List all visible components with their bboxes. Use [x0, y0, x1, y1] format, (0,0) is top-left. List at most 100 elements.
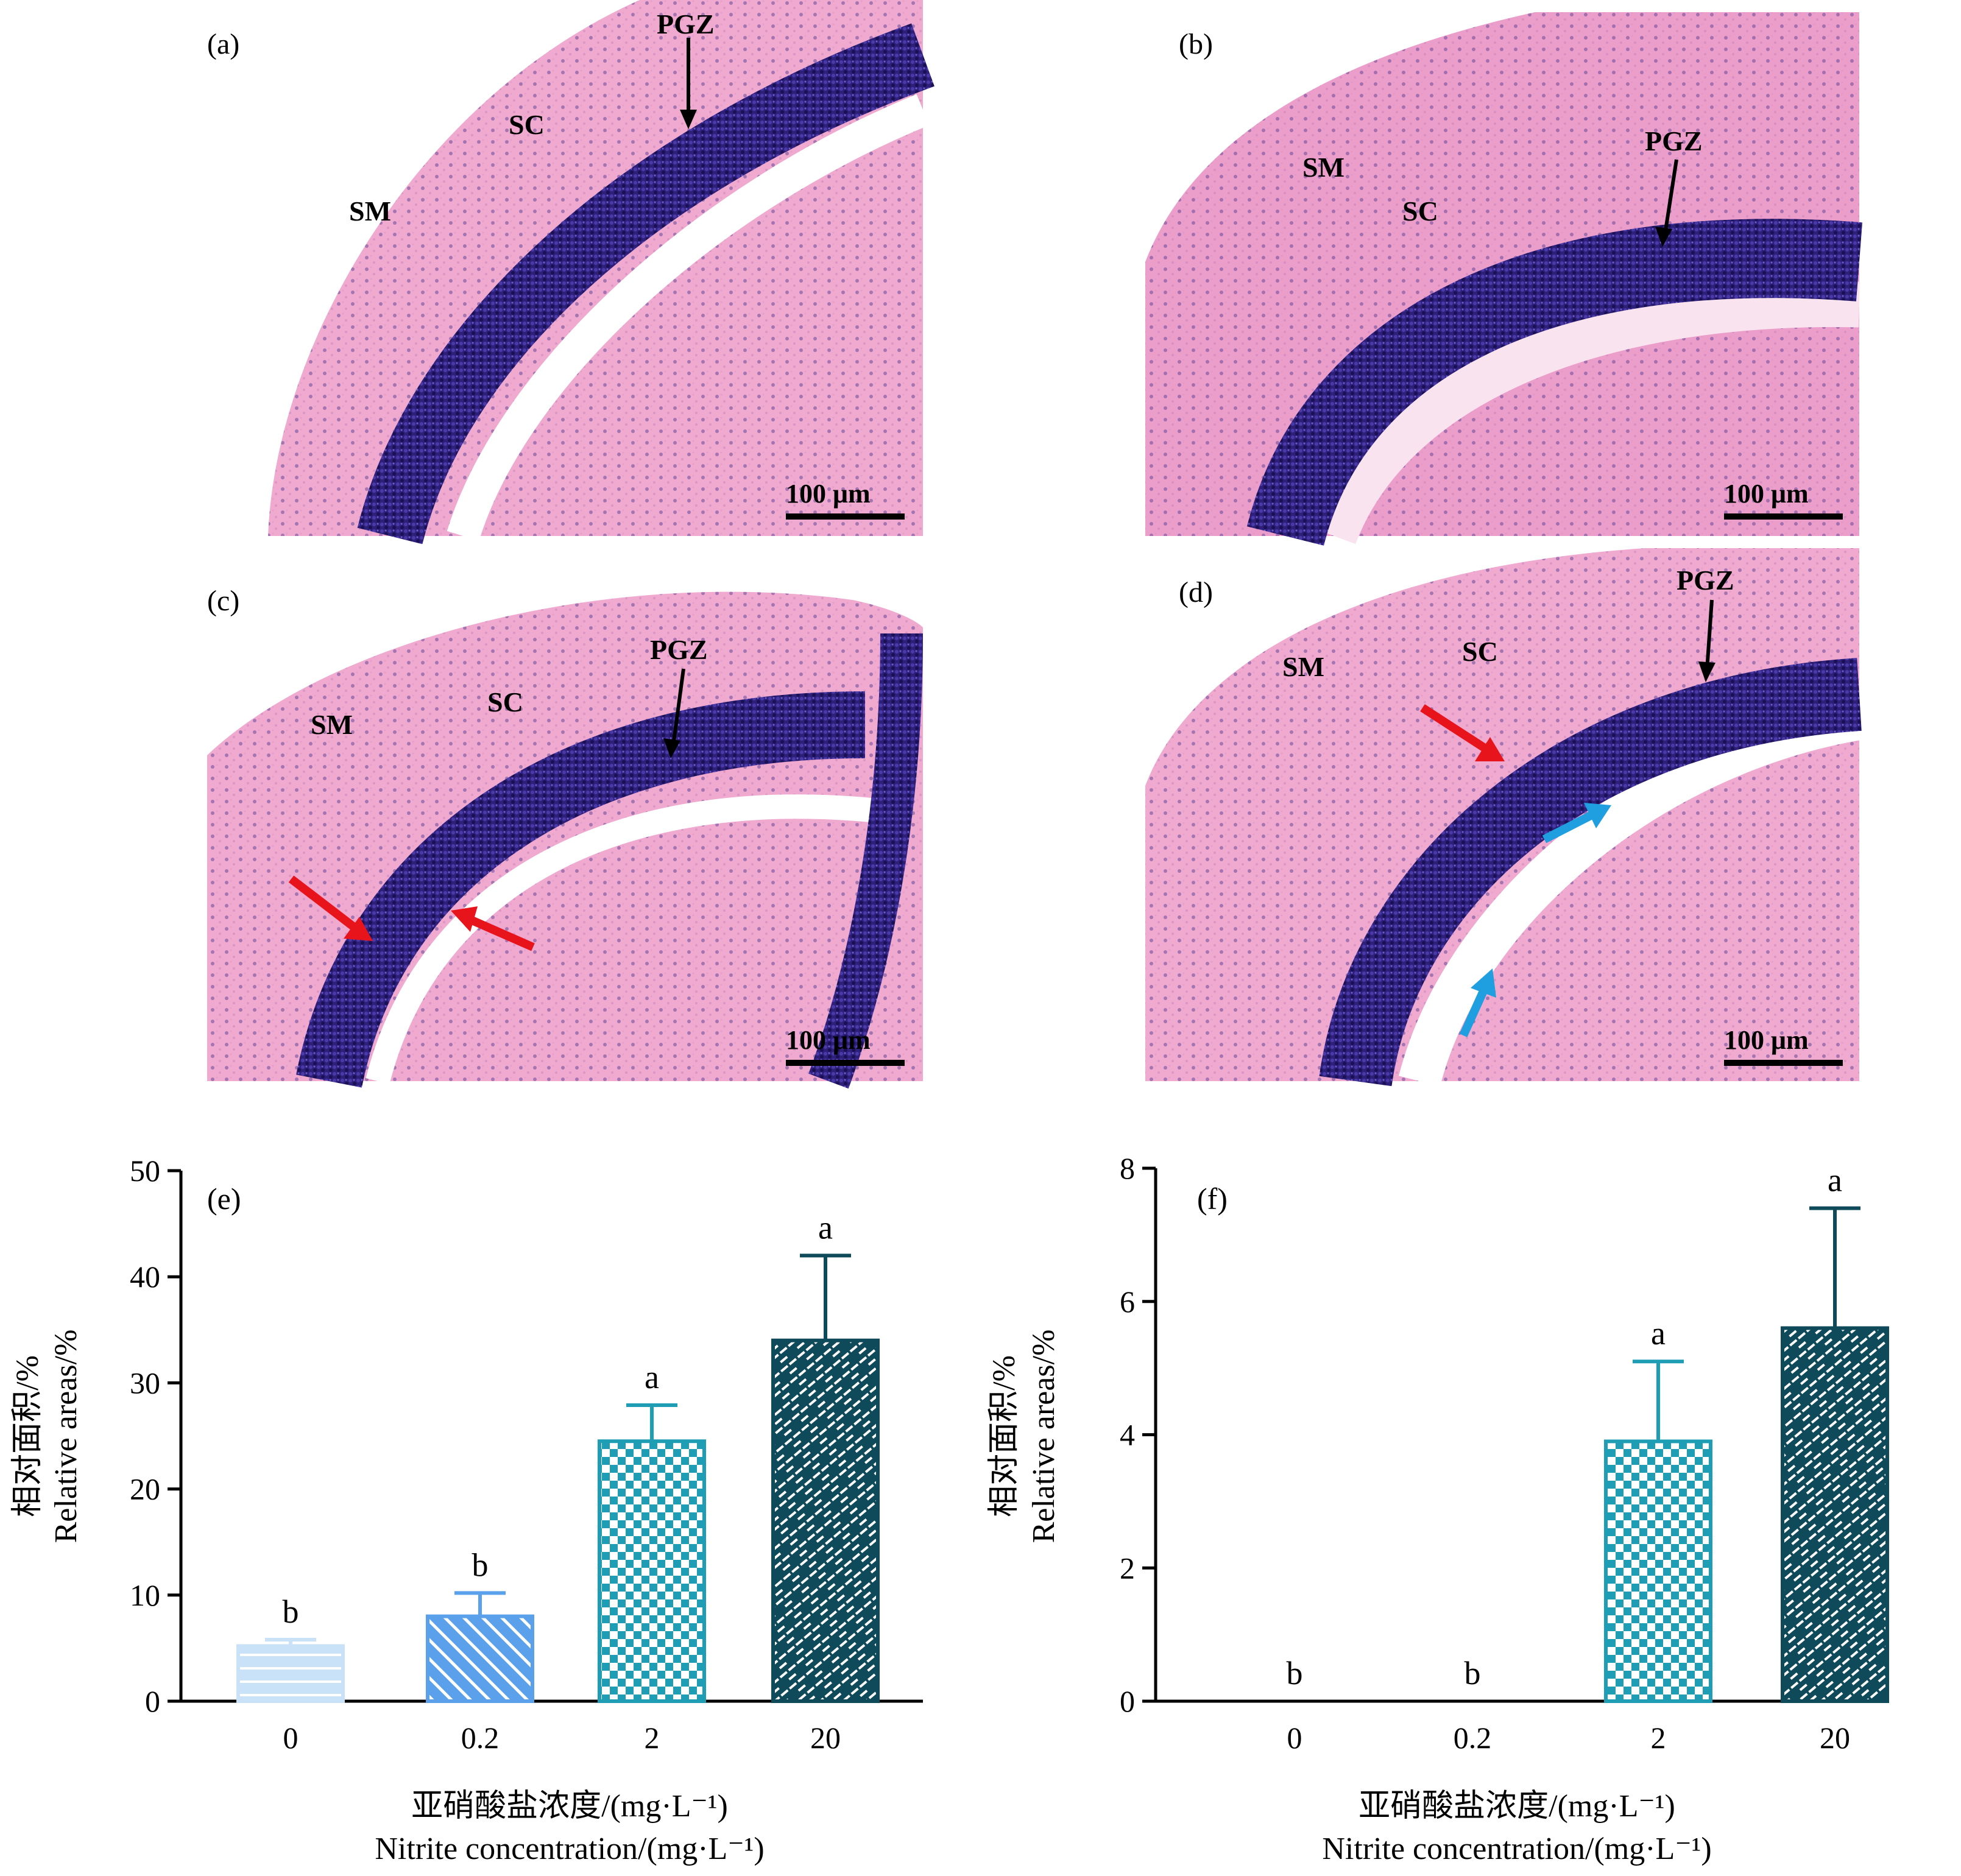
sc-label: SC	[1462, 636, 1498, 667]
x-tick-label: 0.2	[1454, 1721, 1492, 1755]
bar	[236, 1644, 345, 1704]
pgz-label: PGZ	[657, 9, 715, 40]
pgz-arrow-head	[1698, 661, 1715, 682]
x-tick-label: 0.2	[461, 1721, 500, 1755]
bar-chart-f: (f) 0 2 4 6 8 0 0.2 2 20 b b a a 相对面积/% Relative a…	[987, 1151, 1889, 1866]
bar	[598, 1439, 706, 1703]
scale-bar	[786, 513, 905, 520]
y-axis-label-cn: 相对面积/%	[987, 1355, 1022, 1517]
significance-letter: a	[1828, 1162, 1842, 1199]
micrograph-panel-a: (a) PGZ SC SM 100 μm	[207, 0, 935, 545]
scale-bar-label: 100 μm	[786, 1025, 871, 1055]
y-ticks: 0 2 4 6 8	[1120, 1151, 1156, 1718]
bar	[426, 1614, 534, 1703]
red-arrow	[288, 875, 359, 933]
y-tick-label: 0	[145, 1684, 160, 1718]
y-tick-label: 4	[1120, 1418, 1135, 1452]
blue-arrow-head	[1471, 968, 1496, 998]
red-arrow	[466, 914, 535, 951]
scale-bar-label: 100 μm	[1724, 1025, 1809, 1055]
y-tick-label: 6	[1120, 1285, 1135, 1319]
x-tick-labels: 0 0.2 2 20	[283, 1721, 841, 1755]
micrograph-panel-d: (d) PGZ SC SM 100 μm	[1145, 548, 1863, 1087]
significance-letter: b	[283, 1593, 299, 1630]
bar	[1781, 1326, 1889, 1703]
pgz-label: PGZ	[1677, 565, 1734, 596]
y-tick-label: 10	[130, 1578, 160, 1612]
x-tick-label: 20	[1820, 1721, 1850, 1755]
bar	[771, 1338, 880, 1703]
scale-bar	[786, 1060, 905, 1066]
scale-bar	[1724, 1060, 1843, 1066]
tissue-texture	[207, 591, 923, 1081]
scale-bar-label: 100 μm	[1724, 479, 1809, 509]
lumen	[447, 94, 930, 541]
lumen	[1312, 281, 1860, 545]
sm-label: SM	[1282, 651, 1324, 682]
pgz-arrow-head	[680, 110, 697, 129]
pgz-arrow-head	[663, 738, 680, 758]
y-tick-label: 20	[130, 1472, 160, 1506]
panel-letter: (d)	[1179, 576, 1213, 608]
x-tick-label: 2	[1651, 1721, 1666, 1755]
periventricular-gray-zone	[1246, 219, 1863, 546]
blue-arrow	[1542, 810, 1595, 844]
x-tick-labels: 0 0.2 2 20	[1287, 1721, 1851, 1755]
pgz-label: PGZ	[650, 634, 708, 665]
blue-arrow	[1459, 988, 1488, 1037]
periventricular-gray-zone	[296, 691, 866, 1088]
significance-letter: b	[1465, 1655, 1481, 1691]
y-tick-label: 0	[1120, 1684, 1135, 1718]
pgz-arrow-head	[1655, 227, 1672, 247]
significance-letter: a	[645, 1359, 659, 1395]
red-arrow-head	[344, 917, 373, 941]
x-axis-label-cn: 亚硝酸盐浓度/(mg·L⁻¹)	[1359, 1789, 1675, 1824]
chart-panel-label: (e)	[207, 1182, 241, 1216]
panel-letter: (c)	[207, 585, 239, 617]
y-axis-label-en: Relative areas/%	[1026, 1330, 1061, 1543]
x-tick-label: 20	[810, 1721, 841, 1755]
y-tick-label: 30	[130, 1366, 160, 1400]
sc-label: SC	[509, 109, 545, 140]
x-axis-label-cn: 亚硝酸盐浓度/(mg·L⁻¹)	[411, 1789, 728, 1824]
sc-label: SC	[487, 686, 523, 718]
y-tick-label: 2	[1120, 1551, 1135, 1585]
x-tick-label: 0	[283, 1721, 299, 1755]
scale-bar	[1724, 513, 1843, 520]
x-tick-label: 0	[1287, 1721, 1302, 1755]
y-axis-label-en: Relative areas/%	[49, 1330, 83, 1543]
x-tick-label: 2	[645, 1721, 660, 1755]
y-tick-label: 8	[1120, 1151, 1135, 1185]
sc-label: SC	[1402, 196, 1438, 227]
micrograph-panel-b: (b) PGZ SC SM 100 μm	[1145, 12, 1863, 546]
significance-letter: b	[1287, 1655, 1303, 1691]
pgz-label: PGZ	[1645, 125, 1703, 157]
panel-letter: (b)	[1179, 28, 1213, 60]
red-arrow-head	[1475, 737, 1505, 761]
y-tick-label: 40	[130, 1260, 160, 1294]
y-axis-label-cn: 相对面积/%	[10, 1355, 45, 1517]
significance-letter: a	[818, 1209, 833, 1246]
bar	[1604, 1439, 1712, 1703]
panel-letter: (a)	[207, 28, 239, 60]
sm-label: SM	[1302, 152, 1344, 183]
y-ticks: 0 10 20 30 40 50	[130, 1154, 181, 1718]
significance-letter: b	[472, 1546, 489, 1583]
pgz-arrow	[1705, 599, 1714, 671]
x-axis-label-en: Nitrite concentration/(mg·L⁻¹)	[1322, 1832, 1711, 1866]
periventricular-gray-zone	[357, 23, 935, 545]
sm-label: SM	[311, 709, 353, 740]
scale-bar-label: 100 μm	[786, 479, 871, 509]
inner-nuclear-band	[808, 633, 923, 1089]
sm-label: SM	[349, 196, 391, 227]
chart-panel-label: (f)	[1197, 1182, 1228, 1216]
x-axis-label-en: Nitrite concentration/(mg·L⁻¹)	[375, 1832, 764, 1866]
micrograph-panel-c: (c) PGZ SC SM 100 μm	[207, 585, 923, 1089]
lumen	[366, 794, 872, 1084]
bars: b b a a	[236, 1209, 880, 1704]
blue-arrow-head	[1584, 803, 1611, 828]
y-tick-label: 50	[130, 1154, 160, 1188]
bar-chart-e: (e) 0 10 20 30 40 50 0 0.2 2 20 b b a a 相对面积/% Rela…	[10, 1154, 923, 1866]
significance-letter: a	[1651, 1315, 1666, 1352]
